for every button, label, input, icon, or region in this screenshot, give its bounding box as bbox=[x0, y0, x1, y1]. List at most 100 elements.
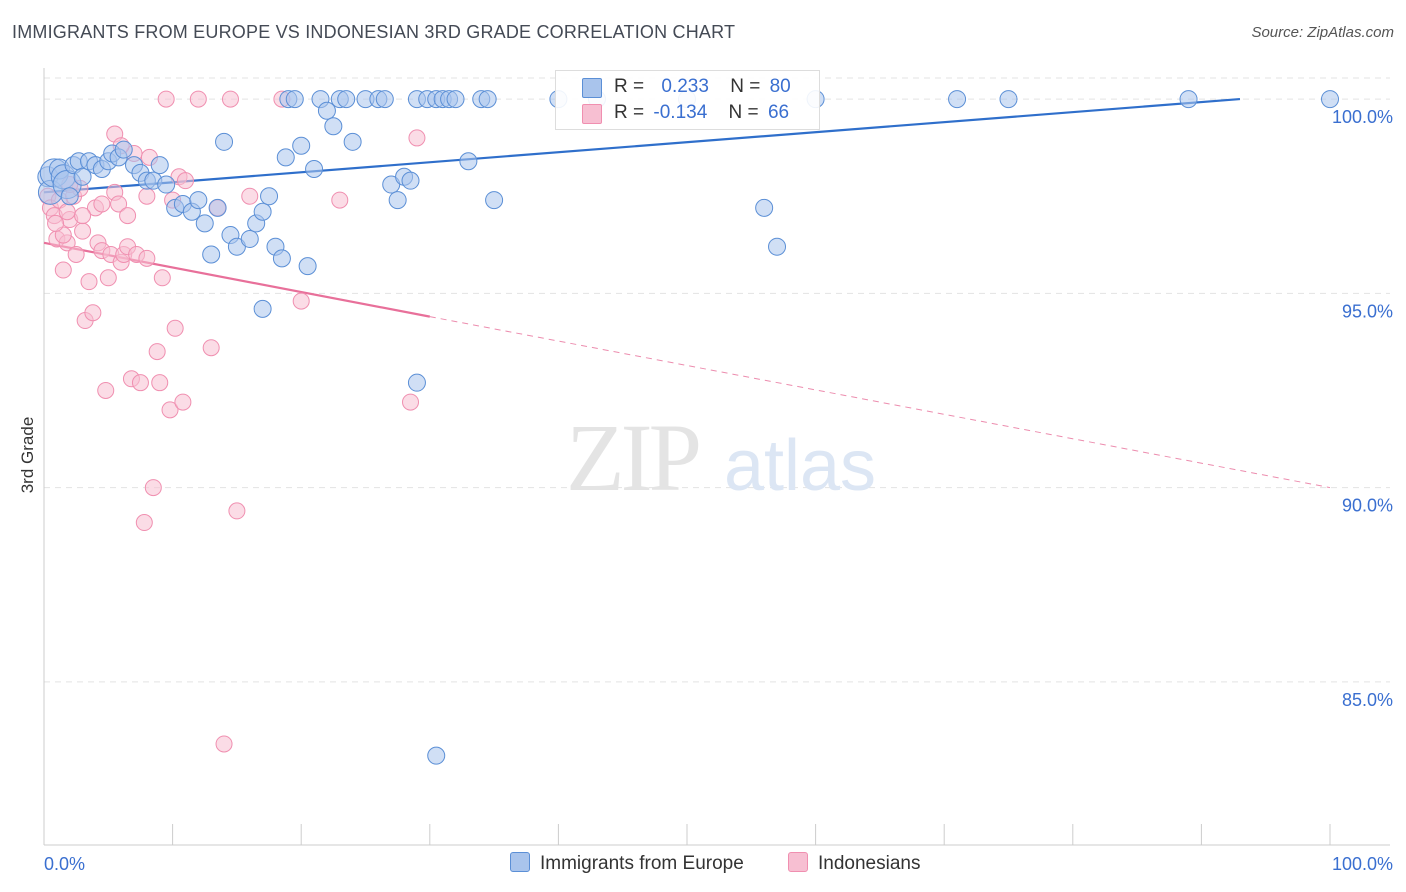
point-immigrants-from-europe bbox=[298, 257, 317, 276]
point-indonesians bbox=[84, 304, 102, 322]
point-immigrants-from-europe bbox=[253, 299, 272, 318]
point-indonesians bbox=[176, 172, 194, 190]
trend-line-indonesians-extrapolated bbox=[429, 316, 1331, 489]
points-indonesians bbox=[39, 90, 426, 753]
point-immigrants-from-europe bbox=[999, 90, 1018, 109]
legend-row-blue: R = 0.233 N = 80 bbox=[582, 76, 791, 98]
point-indonesians bbox=[80, 273, 98, 291]
point-immigrants-from-europe bbox=[478, 90, 497, 109]
point-immigrants-from-europe bbox=[260, 187, 279, 206]
point-indonesians bbox=[67, 245, 85, 263]
tick-labels: 85.0% 90.0% 95.0% 100.0% 0.0% 100.0% bbox=[44, 107, 1393, 874]
point-indonesians bbox=[215, 735, 233, 753]
point-immigrants-from-europe bbox=[755, 198, 774, 217]
bottom-legend-swatch-pink bbox=[788, 852, 808, 872]
legend-pink-n-value: 66 bbox=[767, 102, 790, 123]
point-indonesians bbox=[119, 207, 137, 225]
correlation-legend: R = 0.233 N = 80 R = -0.134 N = 66 bbox=[555, 70, 820, 130]
point-immigrants-from-europe bbox=[253, 202, 272, 221]
y-tick-label: 85.0% bbox=[1342, 690, 1393, 710]
axes bbox=[43, 68, 1390, 846]
legend-pink-r-label: R = bbox=[614, 102, 645, 123]
legend-row-pink: R = -0.134 N = 66 bbox=[582, 102, 790, 124]
point-indonesians bbox=[331, 191, 349, 209]
point-immigrants-from-europe bbox=[459, 152, 478, 171]
point-immigrants-from-europe bbox=[337, 90, 356, 109]
chart-source: Source: ZipAtlas.com bbox=[1251, 24, 1394, 41]
point-immigrants-from-europe bbox=[317, 101, 336, 120]
point-indonesians bbox=[74, 222, 92, 240]
point-indonesians bbox=[93, 195, 111, 213]
point-indonesians bbox=[58, 203, 76, 221]
point-immigrants-from-europe bbox=[343, 132, 362, 151]
point-indonesians bbox=[241, 187, 259, 205]
legend-pink-r-value: -0.134 bbox=[653, 102, 708, 123]
bottom-legend-swatch-blue bbox=[510, 852, 530, 872]
point-immigrants-from-europe bbox=[292, 136, 311, 155]
y-tick-label: 100.0% bbox=[1332, 107, 1393, 127]
point-indonesians bbox=[135, 514, 153, 532]
bottom-legend-label-blue: Immigrants from Europe bbox=[540, 853, 744, 874]
point-immigrants-from-europe bbox=[1321, 90, 1339, 109]
point-indonesians bbox=[189, 90, 207, 108]
point-immigrants-from-europe bbox=[215, 132, 234, 151]
point-immigrants-from-europe bbox=[305, 160, 324, 179]
point-immigrants-from-europe bbox=[195, 214, 214, 233]
point-indonesians bbox=[148, 343, 166, 361]
point-indonesians bbox=[144, 479, 162, 497]
point-immigrants-from-europe bbox=[114, 140, 133, 159]
point-immigrants-from-europe bbox=[189, 191, 208, 210]
point-indonesians bbox=[74, 207, 92, 225]
legend-pink-n-label: N = bbox=[728, 102, 759, 123]
point-immigrants-from-europe bbox=[446, 90, 465, 109]
watermark-zip: ZIP bbox=[566, 404, 699, 511]
chart-title: IMMIGRANTS FROM EUROPE VS INDONESIAN 3RD… bbox=[12, 22, 736, 42]
point-indonesians bbox=[97, 381, 115, 399]
point-immigrants-from-europe bbox=[272, 249, 291, 268]
point-indonesians bbox=[157, 90, 175, 108]
point-immigrants-from-europe bbox=[73, 167, 92, 186]
point-indonesians bbox=[54, 226, 72, 244]
point-indonesians bbox=[138, 249, 156, 267]
point-indonesians bbox=[402, 393, 420, 411]
point-indonesians bbox=[54, 261, 72, 279]
point-immigrants-from-europe bbox=[401, 171, 420, 190]
bottom-legend-pink: Indonesians bbox=[788, 852, 920, 875]
point-immigrants-from-europe bbox=[485, 191, 504, 210]
y-tick-label: 90.0% bbox=[1342, 496, 1393, 516]
point-indonesians bbox=[138, 187, 156, 205]
point-indonesians bbox=[110, 195, 128, 213]
point-immigrants-from-europe bbox=[202, 245, 221, 264]
legend-blue-r-value: 0.233 bbox=[661, 76, 709, 97]
legend-blue-n-value: 80 bbox=[769, 76, 791, 97]
x-tick-label-max: 100.0% bbox=[1332, 854, 1393, 874]
point-indonesians bbox=[174, 393, 192, 411]
bottom-legend-label-pink: Indonesians bbox=[818, 853, 921, 874]
point-indonesians bbox=[153, 269, 171, 287]
point-immigrants-from-europe bbox=[285, 90, 304, 109]
point-immigrants-from-europe bbox=[427, 746, 446, 765]
point-immigrants-from-europe bbox=[208, 198, 227, 217]
watermark-atlas: atlas bbox=[724, 426, 876, 506]
point-immigrants-from-europe bbox=[150, 156, 169, 175]
point-indonesians bbox=[151, 374, 169, 392]
x-tick-label-min: 0.0% bbox=[44, 854, 85, 874]
legend-swatch-blue bbox=[582, 78, 602, 98]
point-indonesians bbox=[166, 319, 184, 337]
point-immigrants-from-europe bbox=[375, 90, 394, 109]
watermark: ZIP atlas bbox=[566, 404, 876, 511]
y-tick-label: 95.0% bbox=[1342, 301, 1393, 321]
point-indonesians bbox=[202, 339, 220, 357]
bottom-legend-blue: Immigrants from Europe bbox=[510, 852, 744, 875]
point-immigrants-from-europe bbox=[157, 175, 176, 194]
point-immigrants-from-europe bbox=[1179, 90, 1198, 109]
point-indonesians bbox=[161, 401, 179, 419]
point-immigrants-from-europe bbox=[388, 191, 407, 210]
point-immigrants-from-europe bbox=[324, 117, 343, 136]
point-immigrants-from-europe bbox=[60, 187, 79, 206]
point-indonesians bbox=[408, 129, 426, 147]
point-indonesians bbox=[292, 292, 310, 310]
point-indonesians bbox=[99, 269, 117, 287]
point-indonesians bbox=[228, 502, 246, 520]
